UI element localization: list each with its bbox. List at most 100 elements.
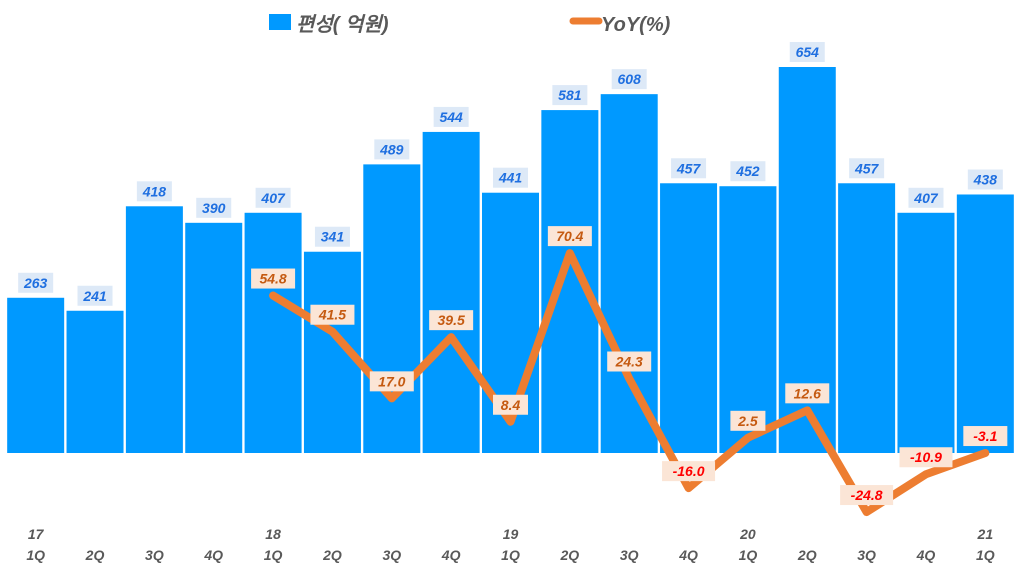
x-tick-quarter: 2Q [797, 547, 817, 563]
yoy-label: 39.5 [438, 312, 465, 328]
bar-label-bg [789, 42, 825, 62]
x-tick-quarter: 1Q [26, 547, 45, 563]
yoy-label: 41.5 [318, 307, 346, 323]
yoy-label-bg [899, 447, 953, 468]
x-tick-quarter: 2Q [560, 547, 580, 563]
x-tick-year: 20 [739, 526, 756, 542]
bar-label-bg [196, 197, 232, 218]
x-tick-quarter: 3Q [382, 547, 401, 563]
bar [897, 212, 955, 453]
bar-label-bg [255, 187, 291, 208]
yoy-point [865, 511, 868, 514]
yoy-point [272, 294, 275, 297]
yoy-label-bg [429, 310, 474, 331]
yoy-label: -3.1 [973, 428, 997, 444]
x-tick-year: 17 [28, 526, 45, 542]
bar-label: 263 [23, 275, 48, 291]
bar-label-bg [433, 106, 469, 127]
bar [422, 131, 480, 453]
yoy-label: 70.4 [556, 228, 583, 244]
yoy-point [450, 336, 453, 339]
bar [956, 194, 1014, 453]
bar-label: 418 [142, 183, 167, 199]
yoy-point [806, 409, 809, 412]
bar [719, 186, 777, 453]
yoy-label: 17.0 [378, 373, 405, 389]
bar-label-bg [493, 167, 528, 188]
yoy-label: 12.6 [794, 385, 821, 401]
x-tick-quarter: 3Q [857, 547, 876, 563]
bar [66, 310, 124, 453]
yoy-label-bg [607, 351, 652, 372]
bar [600, 94, 658, 454]
x-tick-year: 18 [265, 526, 281, 542]
bar [185, 222, 243, 453]
bar-label: 390 [202, 200, 226, 216]
bar-label-bg [849, 158, 885, 179]
x-tick-quarter: 1Q [501, 547, 520, 563]
bar-label: 341 [321, 229, 345, 245]
yoy-point [390, 397, 393, 400]
bar-label: 654 [796, 44, 820, 60]
bar-label-bg [77, 285, 113, 306]
bar [244, 212, 302, 453]
yoy-label: -24.8 [851, 487, 883, 503]
yoy-label-bg [547, 226, 592, 247]
yoy-point [746, 436, 749, 439]
x-tick-quarter: 1Q [264, 547, 283, 563]
bar-label-bg [136, 181, 172, 202]
bar-label-bg [730, 161, 766, 182]
bar [7, 297, 65, 453]
x-tick-quarter: 3Q [620, 547, 639, 563]
x-tick-quarter: 4Q [441, 547, 461, 563]
bar-label: 407 [913, 190, 939, 206]
bar [541, 110, 599, 453]
bar-label-bg [314, 226, 350, 247]
bar-label-bg [908, 187, 944, 208]
x-tick-quarter: 4Q [916, 547, 936, 563]
yoy-label-bg [310, 304, 355, 325]
yoy-label-bg [251, 268, 296, 289]
bar-label: 608 [618, 71, 642, 87]
yoy-label-bg [963, 426, 1008, 447]
yoy-label: 2.5 [737, 413, 758, 429]
yoy-label: -16.0 [673, 463, 705, 479]
yoy-point [331, 330, 334, 333]
bar [125, 206, 183, 453]
yoy-label-bg [785, 383, 830, 404]
yoy-label-bg [493, 394, 528, 415]
yoy-point [509, 420, 512, 423]
bar-label: 489 [379, 141, 404, 157]
yoy-label-bg [840, 485, 894, 506]
x-tick-quarter: 1Q [739, 547, 758, 563]
yoy-point [984, 452, 987, 455]
bar-label: 581 [558, 87, 582, 103]
yoy-label: 54.8 [259, 271, 286, 287]
bar [363, 164, 421, 453]
x-tick-quarter: 2Q [322, 547, 342, 563]
x-tick-quarter: 1Q [976, 547, 995, 563]
legend-bar-swatch [269, 14, 291, 30]
bar-label-bg [611, 69, 647, 90]
yoy-label: -10.9 [910, 449, 942, 465]
yoy-point [924, 473, 927, 476]
bar-label: 457 [854, 160, 880, 176]
x-tick-quarter: 3Q [145, 547, 164, 563]
bar-label: 457 [676, 160, 702, 176]
yoy-point [568, 252, 571, 255]
bar-label: 441 [498, 170, 523, 186]
x-tick-quarter: 4Q [203, 547, 223, 563]
yoy-point [628, 377, 631, 380]
bar-label: 438 [973, 171, 998, 187]
x-tick-quarter: 4Q [678, 547, 698, 563]
bar-label-bg [671, 158, 707, 179]
yoy-point [687, 487, 690, 490]
yoy-label: 24.3 [615, 354, 643, 370]
yoy-label: 8.4 [501, 397, 521, 413]
bar-label-bg [374, 139, 410, 160]
x-tick-year: 21 [977, 526, 994, 542]
bar-label: 544 [439, 109, 463, 125]
yoy-label-bg [662, 461, 716, 482]
bar-label-bg [967, 169, 1003, 190]
